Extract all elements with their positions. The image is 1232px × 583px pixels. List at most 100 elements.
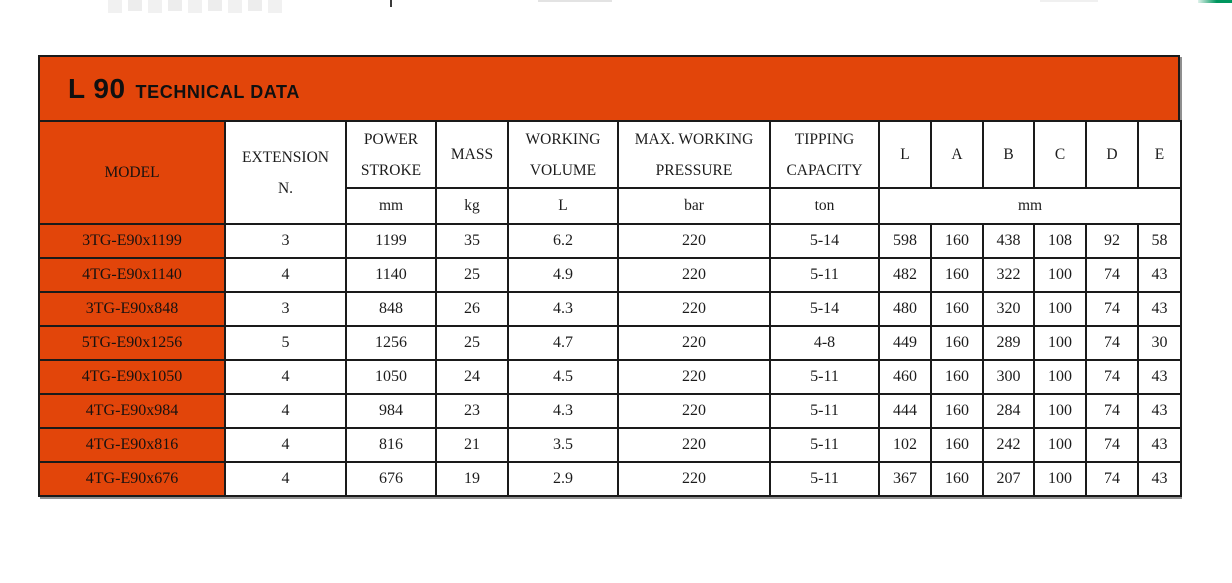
cropped-content-artifact xyxy=(108,0,282,13)
cell-working_volume: 6.2 xyxy=(507,223,619,259)
cell-model: 3TG-E90x1199 xyxy=(38,223,226,259)
cell-extension: 4 xyxy=(224,257,347,293)
cell-e: 43 xyxy=(1137,257,1182,293)
cell-pressure: 220 xyxy=(617,359,771,395)
cell-extension: 3 xyxy=(224,223,347,259)
cell-d: 74 xyxy=(1085,257,1139,293)
table-body: 3TG-E90x1199 3 1199 35 6.2 220 5-14 598 160 438 10… xyxy=(38,223,1182,497)
cell-mass: 35 xyxy=(435,223,509,259)
table-row: 3TG-E90x848 3 848 26 4.3 220 5-14 480 160 320 100 7… xyxy=(38,291,1182,327)
cell-pressure: 220 xyxy=(617,257,771,293)
cell-l: 460 xyxy=(878,359,932,395)
cell-e: 30 xyxy=(1137,325,1182,361)
cropped-tick-artifact xyxy=(390,0,392,7)
cell-b: 322 xyxy=(982,257,1035,293)
cell-d: 92 xyxy=(1085,223,1139,259)
cell-model: 4TG-E90x1050 xyxy=(38,359,226,395)
cell-b: 300 xyxy=(982,359,1035,395)
cell-l: 102 xyxy=(878,427,932,463)
col-header-dim-l: L xyxy=(878,120,932,189)
unit-pressure: bar xyxy=(617,187,771,225)
green-corner-bar xyxy=(1198,0,1232,3)
table-row: 4TG-E90x676 4 676 19 2.9 220 5-11 367 160 207 100 7… xyxy=(38,461,1182,497)
cell-pressure: 220 xyxy=(617,393,771,429)
cell-c: 108 xyxy=(1033,223,1087,259)
cell-tipping: 4-8 xyxy=(769,325,880,361)
cell-b: 207 xyxy=(982,461,1035,497)
cell-working_volume: 4.3 xyxy=(507,393,619,429)
cell-mass: 23 xyxy=(435,393,509,429)
cell-mass: 21 xyxy=(435,427,509,463)
cell-extension: 4 xyxy=(224,427,347,463)
col-header-dim-a: A xyxy=(930,120,984,189)
cell-pressure: 220 xyxy=(617,427,771,463)
cell-tipping: 5-14 xyxy=(769,223,880,259)
sheet-title-band: L 90 TECHNICAL DATA xyxy=(38,55,1180,120)
cell-pressure: 220 xyxy=(617,223,771,259)
unit-working-volume: L xyxy=(507,187,619,225)
col-header-max-working-pressure-line1: MAX. WORKING xyxy=(634,130,754,148)
cell-l: 367 xyxy=(878,461,932,497)
cell-model: 4TG-E90x816 xyxy=(38,427,226,463)
cell-c: 100 xyxy=(1033,291,1087,327)
col-header-mass: MASS xyxy=(435,120,509,189)
cell-c: 100 xyxy=(1033,325,1087,361)
cell-power_stroke: 816 xyxy=(345,427,437,463)
cell-e: 58 xyxy=(1137,223,1182,259)
unit-power-stroke: mm xyxy=(345,187,437,225)
cell-working_volume: 4.9 xyxy=(507,257,619,293)
sheet-title-label: TECHNICAL DATA xyxy=(135,82,300,102)
cell-extension: 5 xyxy=(224,325,347,361)
cell-model: 5TG-E90x1256 xyxy=(38,325,226,361)
cell-e: 43 xyxy=(1137,393,1182,429)
cropped-smudge-artifact xyxy=(1040,0,1098,2)
col-header-extension-line2: N. xyxy=(277,179,294,197)
cell-d: 74 xyxy=(1085,325,1139,361)
cropped-top-strip xyxy=(0,0,1232,16)
cell-c: 100 xyxy=(1033,257,1087,293)
col-header-tipping-capacity-line1: TIPPING xyxy=(794,130,855,148)
cell-e: 43 xyxy=(1137,359,1182,395)
col-header-tipping-capacity: TIPPING CAPACITY xyxy=(769,120,880,189)
cell-l: 598 xyxy=(878,223,932,259)
cell-mass: 19 xyxy=(435,461,509,497)
cell-working_volume: 4.3 xyxy=(507,291,619,327)
col-header-power-stroke: POWER STROKE xyxy=(345,120,437,189)
cell-c: 100 xyxy=(1033,427,1087,463)
unit-tipping: ton xyxy=(769,187,880,225)
cell-a: 160 xyxy=(930,257,984,293)
cell-a: 160 xyxy=(930,325,984,361)
cell-e: 43 xyxy=(1137,291,1182,327)
cell-power_stroke: 1199 xyxy=(345,223,437,259)
col-header-power-stroke-line2: STROKE xyxy=(360,161,422,179)
cell-a: 160 xyxy=(930,291,984,327)
cell-d: 74 xyxy=(1085,393,1139,429)
cell-model: 4TG-E90x1140 xyxy=(38,257,226,293)
series-title: L 90 xyxy=(68,73,126,104)
cell-model: 4TG-E90x984 xyxy=(38,393,226,429)
col-header-tipping-capacity-line2: CAPACITY xyxy=(786,161,863,179)
cell-d: 74 xyxy=(1085,359,1139,395)
cell-mass: 25 xyxy=(435,325,509,361)
cell-l: 444 xyxy=(878,393,932,429)
col-header-model: MODEL xyxy=(38,120,226,225)
cell-tipping: 5-11 xyxy=(769,359,880,395)
col-header-working-volume-line1: WORKING xyxy=(525,130,601,148)
cell-a: 160 xyxy=(930,427,984,463)
col-header-max-working-pressure: MAX. WORKING PRESSURE xyxy=(617,120,771,189)
table-row: 3TG-E90x1199 3 1199 35 6.2 220 5-14 598 160 438 10… xyxy=(38,223,1182,259)
cell-d: 74 xyxy=(1085,291,1139,327)
cell-power_stroke: 1256 xyxy=(345,325,437,361)
cell-a: 160 xyxy=(930,223,984,259)
cell-b: 242 xyxy=(982,427,1035,463)
cell-working_volume: 4.5 xyxy=(507,359,619,395)
cell-pressure: 220 xyxy=(617,325,771,361)
cell-tipping: 5-14 xyxy=(769,291,880,327)
col-header-dim-c: C xyxy=(1033,120,1087,189)
cell-model: 3TG-E90x848 xyxy=(38,291,226,327)
table-row: 5TG-E90x1256 5 1256 25 4.7 220 4-8 449 160 289 100… xyxy=(38,325,1182,361)
cell-c: 100 xyxy=(1033,393,1087,429)
col-header-working-volume-line2: VOLUME xyxy=(529,161,597,179)
cell-a: 160 xyxy=(930,461,984,497)
cell-tipping: 5-11 xyxy=(769,427,880,463)
